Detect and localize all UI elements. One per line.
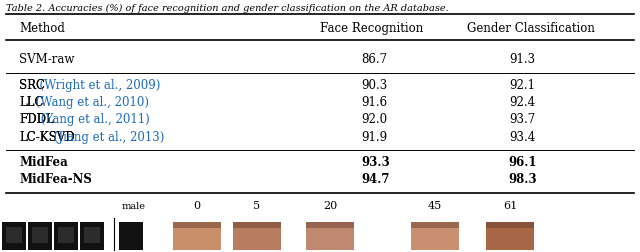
- Text: 98.3: 98.3: [509, 173, 538, 186]
- Text: 91.9: 91.9: [362, 131, 388, 144]
- Bar: [173, 222, 221, 228]
- Text: Face Recognition: Face Recognition: [320, 22, 423, 35]
- Text: 96.1: 96.1: [509, 156, 538, 169]
- Text: male: male: [122, 202, 146, 211]
- Text: 92.4: 92.4: [509, 96, 535, 109]
- Bar: [32, 227, 48, 243]
- Bar: [306, 222, 354, 250]
- Text: 93.4: 93.4: [509, 131, 535, 144]
- Bar: [6, 227, 22, 243]
- Text: (Wang et al., 2010): (Wang et al., 2010): [32, 96, 149, 109]
- Text: 93.7: 93.7: [509, 113, 535, 127]
- Text: Gender Classification: Gender Classification: [467, 22, 595, 35]
- Text: MidFea-NS: MidFea-NS: [19, 173, 92, 186]
- Text: SRC: SRC: [19, 79, 45, 92]
- Bar: [233, 222, 281, 228]
- Bar: [80, 222, 104, 250]
- Text: LC-KSVD: LC-KSVD: [19, 131, 75, 144]
- Bar: [54, 222, 78, 250]
- Text: 91.6: 91.6: [362, 96, 388, 109]
- Text: MidFea: MidFea: [19, 156, 68, 169]
- Bar: [58, 227, 74, 243]
- Text: 90.3: 90.3: [362, 79, 388, 92]
- Text: (Jiang et al., 2013): (Jiang et al., 2013): [50, 131, 164, 144]
- Text: LC-KSVD: LC-KSVD: [19, 131, 75, 144]
- Bar: [173, 222, 221, 250]
- Bar: [306, 222, 354, 228]
- Text: 5: 5: [253, 201, 260, 211]
- Bar: [411, 222, 459, 250]
- Text: 93.3: 93.3: [362, 156, 390, 169]
- Text: 94.7: 94.7: [362, 173, 390, 186]
- Text: (Wright et al., 2009): (Wright et al., 2009): [32, 79, 161, 92]
- Text: 86.7: 86.7: [362, 53, 388, 67]
- Bar: [411, 222, 459, 228]
- Bar: [2, 222, 26, 250]
- Text: FDDL: FDDL: [19, 113, 54, 127]
- Text: 0: 0: [193, 201, 200, 211]
- Bar: [119, 222, 143, 250]
- Text: (Yang et al., 2011): (Yang et al., 2011): [36, 113, 149, 127]
- Text: FDDL: FDDL: [19, 113, 54, 127]
- Text: SRC: SRC: [19, 79, 45, 92]
- Text: 20: 20: [323, 201, 337, 211]
- Text: 91.3: 91.3: [509, 53, 535, 67]
- Text: SVM-raw: SVM-raw: [19, 53, 75, 67]
- Text: 92.1: 92.1: [509, 79, 535, 92]
- Text: Table 2. Accuracies (%) of face recognition and gender classification on the AR : Table 2. Accuracies (%) of face recognit…: [6, 4, 449, 13]
- Text: 92.0: 92.0: [362, 113, 388, 127]
- Bar: [84, 227, 100, 243]
- Bar: [486, 222, 534, 228]
- Text: LLC: LLC: [19, 96, 44, 109]
- Text: Method: Method: [19, 22, 65, 35]
- Text: 45: 45: [428, 201, 442, 211]
- Text: 61: 61: [503, 201, 517, 211]
- Bar: [28, 222, 52, 250]
- Text: LLC: LLC: [19, 96, 44, 109]
- Bar: [233, 222, 281, 250]
- Bar: [486, 222, 534, 250]
